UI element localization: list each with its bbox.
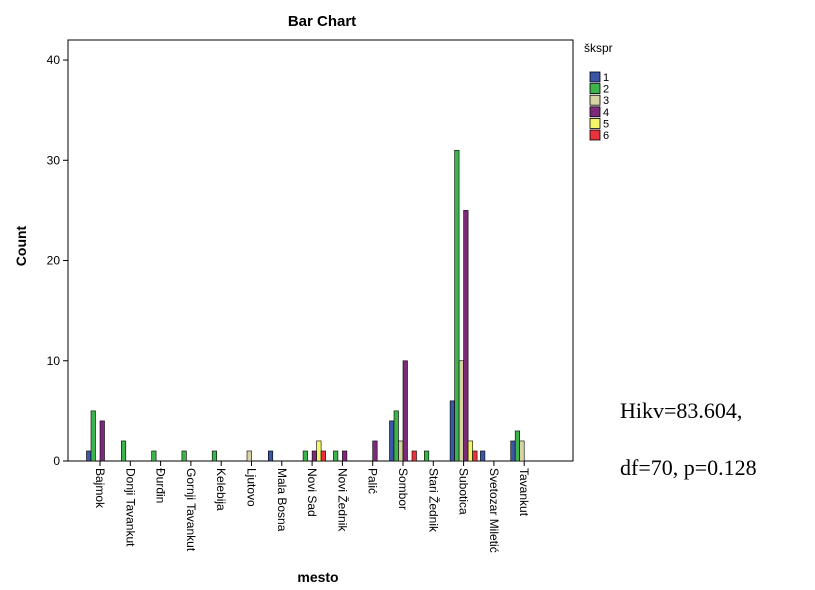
legend-swatch-5 <box>589 118 601 129</box>
bar-13-series-5 <box>467 440 473 462</box>
bar-10-series-4 <box>372 440 378 462</box>
legend-label-5: 5 <box>603 118 609 130</box>
bar-6-series-3 <box>246 450 252 462</box>
legend-swatch-3 <box>589 94 601 106</box>
x-axis-label: mesto <box>297 569 338 585</box>
bar-14-series-1 <box>480 450 486 462</box>
bar-13-series-3 <box>458 360 464 462</box>
x-tick-label: Tavankut <box>517 468 531 517</box>
plot-area <box>67 39 574 462</box>
x-tick-label: Novi Sad <box>305 468 319 517</box>
bars <box>86 149 525 462</box>
bar-1-series-1 <box>86 450 92 462</box>
x-tick-label: Ljutovo <box>245 468 259 507</box>
y-tick-label: 10 <box>47 354 61 368</box>
chi-square-annotation: Hikv=83.604, <box>620 398 743 423</box>
y-tick-label: 0 <box>53 454 60 468</box>
bar-9-series-2 <box>333 450 339 462</box>
y-axis: 0 10 20 30 40 <box>47 53 68 468</box>
bar-13-series-1 <box>449 400 455 462</box>
x-tick-label: Mala Bosna <box>275 468 289 532</box>
bar-11-series-6 <box>411 450 417 462</box>
bar-13-series-2 <box>454 149 460 462</box>
x-tick-label: Sombor <box>396 468 410 510</box>
df-p-annotation: df=70, p=0.128 <box>620 455 757 480</box>
bar-4-series-2 <box>181 450 187 462</box>
bar-15-series-1 <box>510 440 516 462</box>
legend-swatch-1 <box>589 71 601 83</box>
bar-15-series-2 <box>514 430 521 462</box>
bar-9-series-4 <box>342 450 348 462</box>
bar-11-series-4 <box>402 360 408 462</box>
legend-swatch-6 <box>589 129 601 141</box>
legend-label-4: 4 <box>603 107 609 119</box>
x-tick-label: Gornji Tavankut <box>184 468 198 552</box>
bar-2-series-2 <box>121 440 127 462</box>
y-tick-label: 30 <box>47 153 61 167</box>
bar-5-series-2 <box>211 450 217 462</box>
y-tick-label: 40 <box>47 53 61 67</box>
legend-label-2: 2 <box>603 84 609 96</box>
x-tick-label: Stari Žednik <box>426 468 441 533</box>
bar-11-series-3 <box>398 440 404 462</box>
legend-label-3: 3 <box>603 95 609 107</box>
bar-12-series-2 <box>423 450 430 462</box>
chart-title: Bar Chart <box>288 13 356 30</box>
bar-1-series-2 <box>90 410 96 462</box>
bar-7-series-1 <box>267 450 274 462</box>
legend-swatch-2 <box>589 83 601 94</box>
bar-3-series-2 <box>151 450 157 462</box>
x-tick-label: Svetozar Miletić <box>487 468 501 553</box>
bar-1-series-4 <box>99 420 105 462</box>
x-tick-label: Palić <box>366 468 380 494</box>
bar-8-series-6 <box>320 450 326 462</box>
bar-13-series-6 <box>472 450 478 462</box>
bar-8-series-4 <box>311 450 317 462</box>
y-tick-label: 20 <box>47 254 61 268</box>
x-tick-label: Bajmok <box>93 468 107 509</box>
x-tick-label: Đurđin <box>154 468 168 503</box>
bar-11-series-1 <box>389 420 395 462</box>
x-tick-label: Subotica <box>457 468 471 515</box>
bar-13-series-4 <box>463 210 469 462</box>
y-axis-label: Count <box>13 225 29 266</box>
legend-label-6: 6 <box>603 130 609 142</box>
x-tick-label: Novi Žednik <box>335 468 350 532</box>
bar-8-series-5 <box>316 440 322 462</box>
legend-label-1: 1 <box>603 72 609 84</box>
bar-11-series-2 <box>393 410 399 462</box>
x-axis: Bajmok Donji Tavankut Đurđin Gornji Tavanku… <box>93 461 531 553</box>
legend-title: škspr <box>584 41 613 55</box>
bar-15-series-3 <box>519 440 525 462</box>
x-tick-label: Kelebija <box>214 468 228 511</box>
bar-8-series-2 <box>302 450 308 462</box>
x-tick-label: Donji Tavankut <box>123 468 137 547</box>
legend-swatch-4 <box>589 106 601 118</box>
